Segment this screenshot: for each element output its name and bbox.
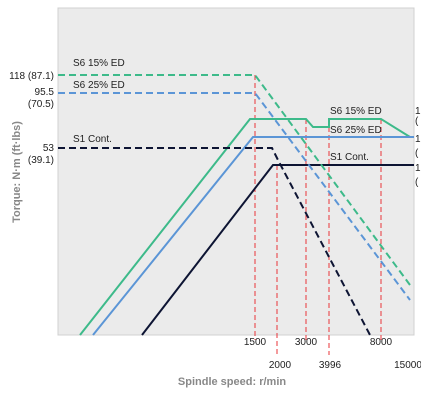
- label-s6-25-left: S6 25% ED: [73, 80, 125, 91]
- series-s6-25-dashed: [58, 92, 411, 301]
- x-tick-3996: 3996: [319, 360, 342, 371]
- series-s1-dashed: [58, 147, 371, 336]
- x-tick-2000: 2000: [269, 360, 292, 371]
- series-s6-15-solid: [79, 118, 411, 336]
- y-axis-title: Torque: N·m (ft·lbs): [11, 121, 23, 223]
- right-label-2: (: [415, 116, 419, 127]
- y-tick-53-top: 53: [43, 143, 55, 154]
- series-s6-25-solid: [92, 136, 414, 336]
- y-tick-53-bottom: (39.1): [28, 155, 54, 166]
- x-axis-title: Spindle speed: r/min: [178, 376, 286, 388]
- x-tick-1500: 1500: [244, 337, 267, 348]
- x-tick-15000: 15000: [394, 360, 421, 371]
- label-s1-left: S1 Cont.: [73, 134, 112, 145]
- label-s6-15-left: S6 15% ED: [73, 58, 125, 69]
- right-label-6: (: [415, 177, 419, 188]
- right-label-5: 1: [415, 163, 421, 174]
- x-tick-3000: 3000: [295, 337, 318, 348]
- right-label-3: 1: [415, 134, 421, 145]
- y-tick-118: 118 (87.1): [9, 71, 54, 82]
- right-label-1: 1: [415, 106, 421, 117]
- y-tick-95-bottom: (70.5): [28, 99, 54, 110]
- label-s6-25-right: S6 25% ED: [330, 125, 382, 136]
- y-tick-95-top: 95.5: [35, 87, 55, 98]
- label-s1-right: S1 Cont.: [330, 152, 369, 163]
- plot-area: [57, 7, 415, 336]
- x-tick-8000: 8000: [370, 337, 393, 348]
- right-label-4: (: [415, 148, 419, 159]
- label-s6-15-right: S6 15% ED: [330, 106, 382, 117]
- series-s1-solid: [141, 164, 414, 336]
